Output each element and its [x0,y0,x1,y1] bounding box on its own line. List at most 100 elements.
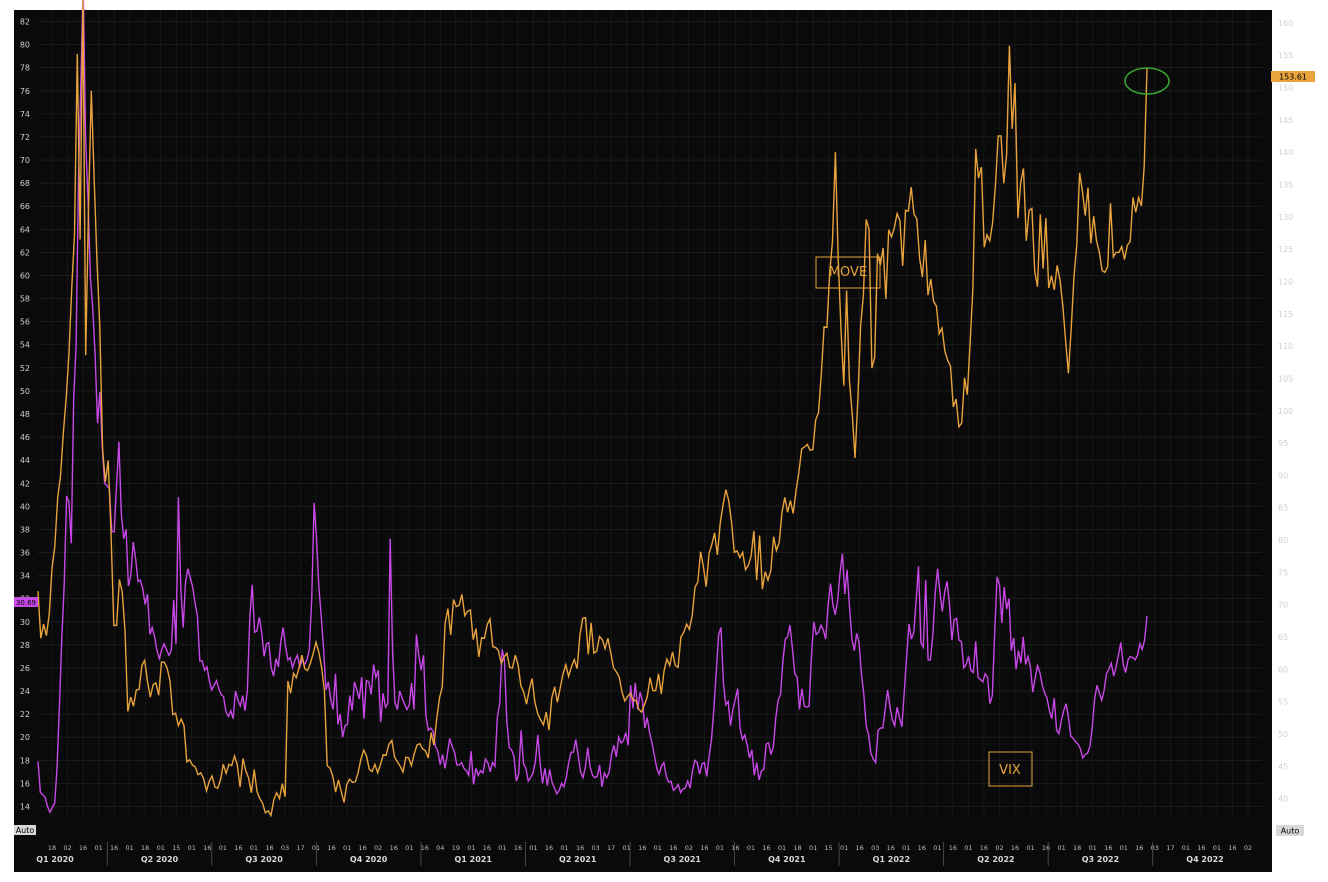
right-tick-label: 60 [1278,665,1288,674]
x-tick-label: 16 [514,844,522,852]
x-tick-label: 01 [1213,844,1221,852]
left-tick-label: 40 [20,502,30,511]
x-tick-label: 16 [669,844,677,852]
quarter-label: Q1 2021 [454,855,492,864]
left-tick-label: 50 [20,387,30,396]
left-tick-label: 58 [20,295,30,304]
x-tick-label: 01 [809,844,817,852]
x-tick-label: 01 [405,844,413,852]
x-tick-label: 01 [747,844,755,852]
quarter-label: Q2 2022 [977,855,1014,864]
x-tick-label: 01 [250,844,258,852]
x-tick-label: 01 [654,844,662,852]
chart-background [14,10,1272,872]
x-tick-label: 01 [560,844,568,852]
x-tick-label: 16 [1197,844,1205,852]
left-tick-label: 30 [20,618,30,627]
left-tick-label: 70 [20,156,30,165]
right-tick-label: 70 [1278,601,1288,610]
x-tick-label: 01 [498,844,506,852]
x-tick-label: 01 [1120,844,1128,852]
left-auto-button[interactable]: Auto [14,825,36,835]
x-tick-label: 16 [762,844,770,852]
right-tick-label: 55 [1278,698,1288,707]
quarter-label: Q2 2020 [141,855,179,864]
left-tick-label: 18 [20,756,30,765]
x-tick-label: 16 [203,844,211,852]
right-tick-label: 150 [1278,84,1293,93]
left-tick-label: 72 [20,133,30,142]
left-tick-label: 66 [20,202,30,211]
left-tick-label: 36 [20,549,30,558]
quarter-label: Q4 2020 [350,855,388,864]
x-tick-label: 01 [343,844,351,852]
right-auto-button[interactable]: Auto [1276,825,1304,836]
x-tick-label: 01 [94,844,102,852]
right-tick-label: 50 [1278,730,1288,739]
left-tick-label: 38 [20,525,30,534]
x-tick-label: 01 [126,844,134,852]
vix-series-line [37,0,1148,814]
quarter-label: Q4 2022 [1186,855,1223,864]
x-tick-label: 01 [157,844,165,852]
left-tick-label: 34 [20,572,30,581]
x-axis: 18 02 16 01 16 01 18 01 15 01 16 01 16 01 16 03 17 01 16 01… [36,842,1252,866]
x-tick-label: 03 [1151,844,1159,852]
right-tick-label: 75 [1278,568,1288,577]
x-tick-label: 01 [933,844,941,852]
x-tick-label: 19 [452,844,460,852]
x-tick-label: 02 [995,844,1003,852]
right-tick-label: 100 [1278,407,1293,416]
x-tick-label: 16 [1042,844,1050,852]
left-tick-label: 80 [20,41,30,50]
right-tick-label: 95 [1278,439,1288,448]
x-tick-label: 16 [421,844,429,852]
left-tick-label: 74 [20,110,30,119]
right-tick-label: 110 [1278,342,1293,351]
x-tick-label: 02 [374,844,382,852]
x-tick-label: 01 [623,844,631,852]
x-tick-label: 03 [591,844,599,852]
x-tick-label: 16 [1104,844,1112,852]
highlight-circle [1124,67,1170,95]
x-tick-label: 01 [716,844,724,852]
x-tick-label: 15 [172,844,180,852]
quarter-label: Q3 2020 [245,855,283,864]
right-tick-label: 155 [1278,51,1293,60]
x-tick-label: 01 [840,844,848,852]
x-tick-label: 17 [607,844,615,852]
x-tick-label: 01 [964,844,972,852]
quarter-label: Q2 2021 [559,855,597,864]
x-tick-label: 01 [188,844,196,852]
left-tick-label: 54 [20,341,30,350]
x-tick-label: 16 [918,844,926,852]
quarter-label: Q3 2021 [664,855,702,864]
x-tick-label: 17 [296,844,304,852]
x-tick-label: 01 [1057,844,1065,852]
move-last-value-badge: 153.61 [1271,71,1315,82]
left-tick-label: 24 [20,687,30,696]
move-last-value: 153.61 [1279,73,1307,82]
left-tick-label: 16 [20,779,30,788]
left-tick-label: 52 [20,364,30,373]
left-auto-label: Auto [16,826,35,835]
left-tick-label: 20 [20,733,30,742]
x-tick-label: 04 [436,844,444,852]
right-tick-label: 140 [1278,148,1293,157]
x-tick-label: 16 [1135,844,1143,852]
left-tick-label: 56 [20,318,30,327]
left-tick-label: 82 [20,18,30,27]
quarter-label: Q1 2022 [873,855,910,864]
left-tick-label: 14 [20,802,30,811]
x-tick-label: 02 [63,844,71,852]
x-tick-label: 03 [281,844,289,852]
x-tick-label: 16 [483,844,491,852]
vix-last-value-badge: 30.69 [14,597,38,607]
right-tick-label: 80 [1278,536,1288,545]
x-tick-label: 01 [778,844,786,852]
x-tick-label: 03 [871,844,879,852]
x-tick-label: 01 [467,844,475,852]
left-tick-label: 42 [20,479,30,488]
right-axis: 40 45 50 55 60 65 70 75 80 85 90 95 100 105 110 115 120 1… [1278,19,1293,804]
